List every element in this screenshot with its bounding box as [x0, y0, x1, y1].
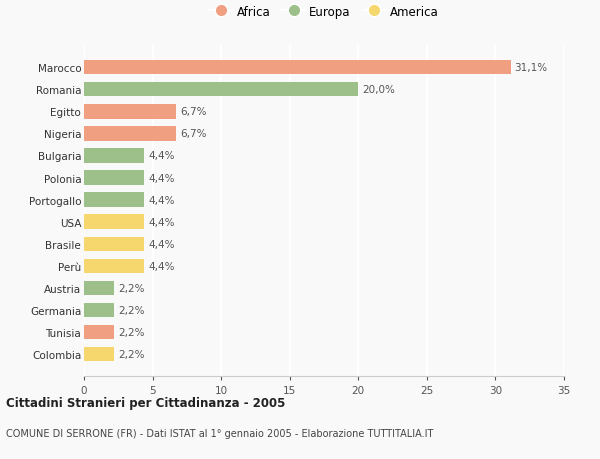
Text: 6,7%: 6,7% [180, 129, 206, 139]
Legend: Africa, Europa, America: Africa, Europa, America [209, 6, 439, 18]
Text: COMUNE DI SERRONE (FR) - Dati ISTAT al 1° gennaio 2005 - Elaborazione TUTTITALIA: COMUNE DI SERRONE (FR) - Dati ISTAT al 1… [6, 428, 433, 438]
Bar [84, 237, 145, 252]
Text: 2,2%: 2,2% [118, 305, 145, 315]
Bar [84, 61, 511, 75]
Bar [84, 149, 145, 163]
Text: Cittadini Stranieri per Cittadinanza - 2005: Cittadini Stranieri per Cittadinanza - 2… [6, 396, 286, 409]
Text: 2,2%: 2,2% [118, 283, 145, 293]
Bar [84, 347, 114, 361]
Bar [84, 259, 145, 273]
Text: 4,4%: 4,4% [148, 217, 175, 227]
Bar [84, 127, 176, 141]
Text: 4,4%: 4,4% [148, 261, 175, 271]
Text: 4,4%: 4,4% [148, 151, 175, 161]
Bar [84, 281, 114, 295]
Bar [84, 171, 145, 185]
Text: 4,4%: 4,4% [148, 195, 175, 205]
Text: 2,2%: 2,2% [118, 327, 145, 337]
Bar [84, 83, 358, 97]
Text: 6,7%: 6,7% [180, 107, 206, 117]
Text: 2,2%: 2,2% [118, 349, 145, 359]
Bar [84, 193, 145, 207]
Text: 4,4%: 4,4% [148, 173, 175, 183]
Text: 20,0%: 20,0% [362, 85, 395, 95]
Bar [84, 303, 114, 317]
Bar [84, 215, 145, 230]
Text: 4,4%: 4,4% [148, 239, 175, 249]
Text: 31,1%: 31,1% [515, 63, 548, 73]
Bar [84, 325, 114, 339]
Bar [84, 105, 176, 119]
